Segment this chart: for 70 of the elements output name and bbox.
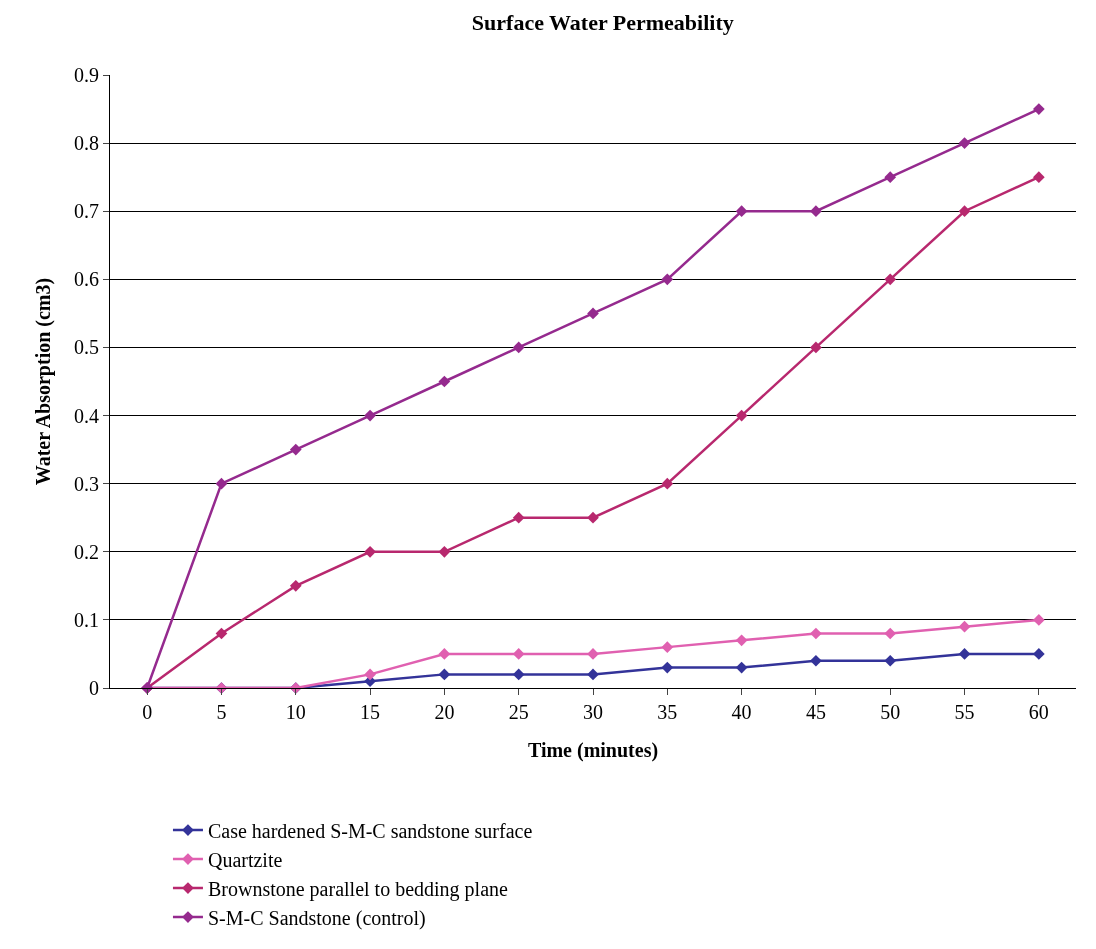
point (512, 668, 525, 681)
point (1033, 103, 1045, 115)
legend-label: Case hardened S-M-C sandstone surface (207, 819, 533, 842)
x-tick-label: 15 (360, 701, 381, 723)
y-tick-label: 0 (89, 677, 99, 699)
point (884, 654, 897, 667)
y-tick-label: 0.2 (74, 540, 99, 563)
y-tick-label: 0.7 (74, 200, 99, 223)
point (215, 627, 228, 640)
y-tick-label: 0.9 (74, 64, 99, 86)
point (735, 205, 748, 218)
point (587, 307, 599, 320)
x-tick-label: 20 (434, 701, 455, 723)
point (810, 205, 822, 218)
point (289, 443, 302, 456)
point (215, 477, 228, 490)
x-tick-label: 10 (285, 701, 306, 723)
point (1033, 648, 1045, 660)
point (810, 627, 822, 640)
legend-label: Quartzite (207, 848, 283, 871)
x-tick-label: 40 (731, 701, 752, 723)
y-tick-label: 0.6 (74, 268, 99, 291)
x-tick-label: 55 (954, 701, 975, 723)
y-tick-label: 0.8 (74, 132, 99, 155)
point (958, 137, 971, 149)
point (810, 341, 822, 354)
point (661, 661, 674, 674)
point (289, 579, 302, 592)
y-axis-title: Water Absorption (cm3) (31, 277, 55, 486)
point (587, 668, 599, 681)
y-tick-label: 0.4 (74, 404, 99, 427)
point (884, 273, 897, 286)
point (661, 477, 674, 490)
x-tick-label: 5 (216, 701, 227, 723)
point (438, 545, 451, 558)
x-tick-label: 60 (1028, 701, 1049, 723)
point (958, 648, 971, 660)
point (1033, 614, 1045, 626)
point (810, 654, 822, 667)
point (884, 171, 897, 184)
point (884, 627, 897, 640)
point (364, 409, 376, 422)
x-tick-label: 45 (805, 701, 826, 723)
point (661, 273, 674, 286)
point (512, 341, 525, 354)
y-tick-label: 0.3 (74, 472, 99, 495)
legend-label: Brownstone parallel to bedding plane (207, 877, 508, 901)
y-tick-label: 0.5 (74, 336, 99, 359)
point (438, 668, 451, 681)
y-tick-label: 0.1 (74, 608, 99, 631)
point (1033, 171, 1045, 184)
point (735, 634, 748, 647)
point (512, 511, 525, 524)
x-tick-label: 30 (583, 701, 603, 723)
x-tick-label: 25 (508, 701, 529, 723)
legend-label: S-M-C Sandstone (control) (207, 906, 426, 930)
point (735, 661, 748, 674)
point (735, 409, 748, 422)
x-tick-label: 0 (142, 701, 153, 723)
point (364, 668, 376, 681)
chart-title: Surface Water Permeability (471, 9, 734, 35)
x-tick-label: 50 (880, 701, 901, 723)
x-tick-label: 35 (657, 701, 678, 723)
point (661, 641, 674, 653)
point (958, 620, 971, 633)
point (587, 511, 599, 524)
point (438, 375, 451, 388)
point (958, 205, 971, 218)
x-axis-title: Time (minutes) (527, 738, 659, 762)
point (364, 545, 376, 558)
